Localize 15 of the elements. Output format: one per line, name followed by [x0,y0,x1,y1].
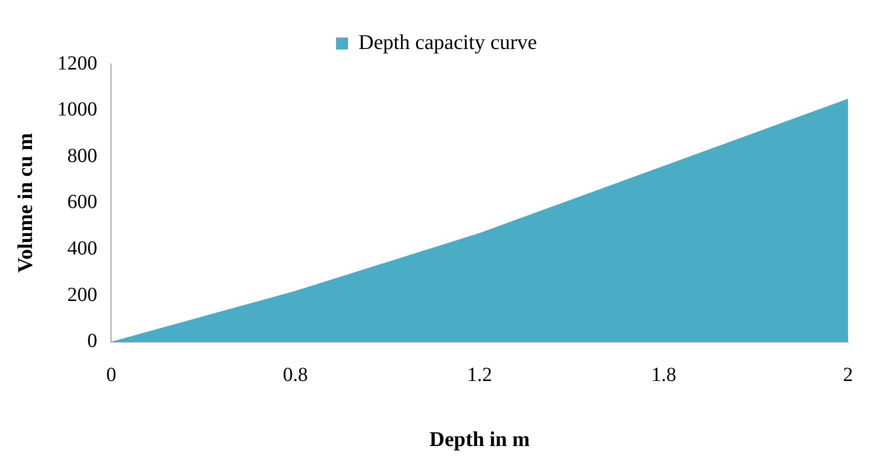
x-axis-title: Depth in m [429,426,530,451]
y-tick-label: 800 [67,144,98,167]
legend-label: Depth capacity curve [358,30,537,54]
y-tick-label: 200 [67,284,98,306]
y-tick-label: 0 [87,330,98,352]
y-tick-label: 1200 [57,52,98,74]
x-tick-label: 1.2 [467,364,492,386]
x-tick-label: 0.8 [282,364,308,386]
x-tick-label: 2 [843,364,853,386]
x-tick-label: 0 [106,364,116,386]
y-tick-label: 1000 [57,98,98,121]
y-tick-label: 600 [67,191,98,214]
x-tick-label: 1.8 [651,364,676,386]
y-axis-title: Volume in cu m [13,132,38,273]
y-tick-label: 400 [67,237,98,260]
